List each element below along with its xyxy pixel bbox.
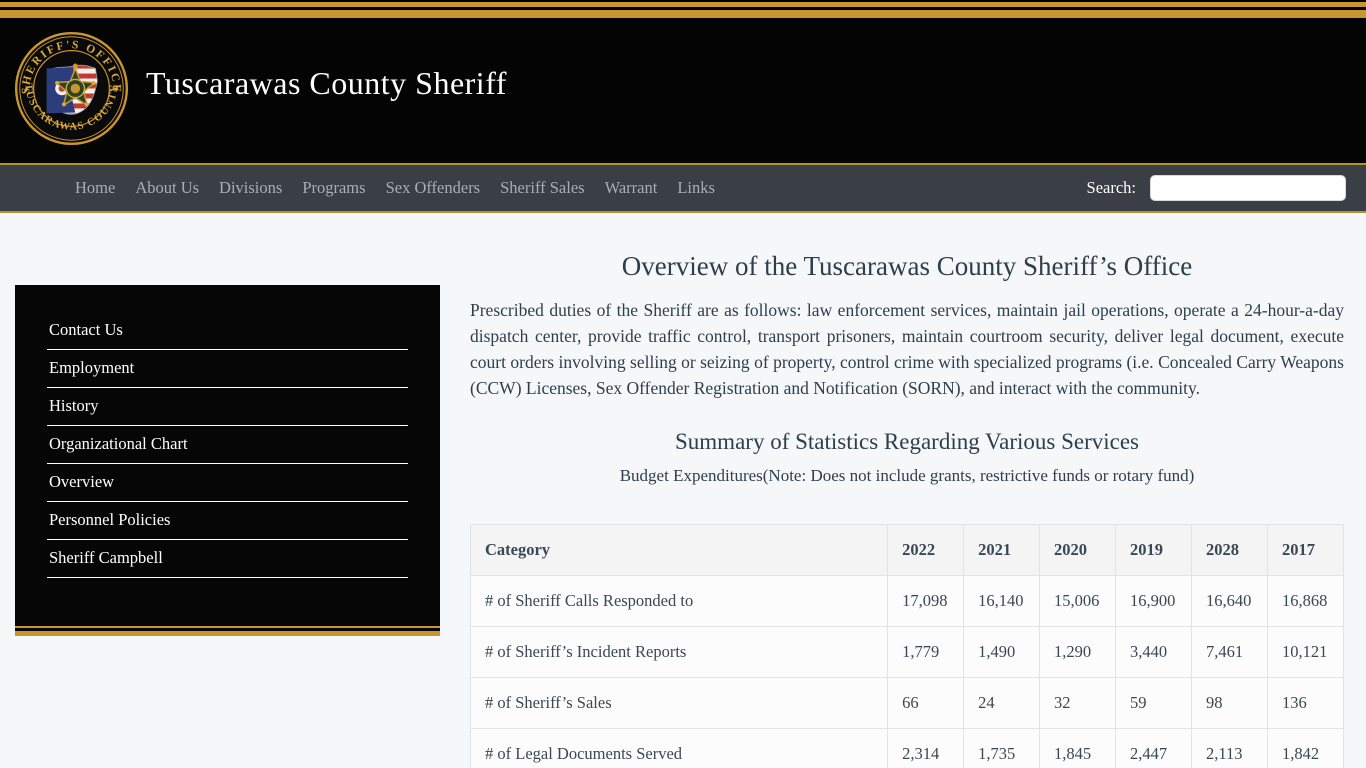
- nav-item-warrant[interactable]: Warrant: [604, 178, 658, 197]
- sidebar-menu: Contact Us Employment History Organizationa…: [15, 312, 440, 578]
- table-row: # of Sheriff’s Incident Reports 1,779 1,49…: [469, 626, 1344, 678]
- sidebar-item-overview[interactable]: Overview: [49, 472, 115, 491]
- table-header-year: 2017: [1267, 524, 1344, 576]
- sidebar-row: Sheriff Campbell: [47, 540, 408, 578]
- table-cell-value: 59: [1115, 677, 1193, 729]
- nav-item-programs[interactable]: Programs: [302, 178, 366, 197]
- sidebar-row: Employment: [47, 350, 408, 388]
- sidebar: Contact Us Employment History Organizationa…: [15, 285, 440, 636]
- content-area: Contact Us Employment History Organizationa…: [0, 251, 1366, 768]
- table-row: # of Legal Documents Served 2,314 1,735 1,8…: [469, 728, 1344, 768]
- table-cell-value: 1,842: [1267, 728, 1344, 768]
- main-column: Overview of the Tuscarawas County Sherif…: [469, 251, 1344, 768]
- table-header-category: Category: [469, 524, 889, 576]
- table-body: # of Sheriff Calls Responded to 17,098 16,…: [469, 575, 1344, 768]
- table-cell-value: 16,640: [1191, 575, 1268, 627]
- table-cell-category: # of Legal Documents Served: [469, 728, 889, 768]
- search-box: Search:: [1087, 175, 1346, 201]
- table-header-year: 2028: [1191, 524, 1268, 576]
- table-cell-category: # of Sheriff’s Incident Reports: [469, 626, 889, 678]
- table-cell-value: 16,140: [963, 575, 1041, 627]
- sidebar-row: Overview: [47, 464, 408, 502]
- table-cell-value: 7,461: [1191, 626, 1268, 678]
- table-header-year: 2019: [1115, 524, 1193, 576]
- table-header-year: 2022: [887, 524, 965, 576]
- table-cell-value: 2,447: [1115, 728, 1193, 768]
- sidebar-row: Contact Us: [47, 312, 408, 350]
- search-input[interactable]: [1150, 175, 1346, 201]
- site-title: Tuscarawas County Sheriff: [146, 65, 507, 101]
- masthead: SHERIFF'S OFFICE TUSCARAWAS COUNTY ✦ ✦ T…: [0, 18, 1366, 163]
- table-header-row: Category 2022 2021 2020 2019 2028 2017: [469, 524, 1344, 576]
- sidebar-item-history[interactable]: History: [49, 396, 99, 415]
- table-cell-value: 15,006: [1039, 575, 1117, 627]
- sidebar-row: Organizational Chart: [47, 426, 408, 464]
- nav-item-links[interactable]: Links: [677, 178, 715, 197]
- table-row: # of Sheriff’s Sales 66 24 32 59 98 136: [469, 677, 1344, 729]
- sidebar-gold-stripes: [15, 626, 440, 636]
- search-label: Search:: [1086, 178, 1136, 197]
- stats-subtitle: Budget Expenditures(Note: Does not inclu…: [619, 466, 1195, 485]
- table-cell-value: 10,121: [1267, 626, 1344, 678]
- table-cell-value: 2,113: [1191, 728, 1268, 768]
- table-row: # of Sheriff Calls Responded to 17,098 16,…: [469, 575, 1344, 627]
- table-header-year: 2020: [1039, 524, 1117, 576]
- table-cell-value: 32: [1039, 677, 1117, 729]
- badge-right-star-icon: ✦: [113, 84, 121, 94]
- table-cell-value: 98: [1191, 677, 1268, 729]
- table-cell-value: 3,440: [1115, 626, 1193, 678]
- table-cell-category: # of Sheriff’s Sales: [469, 677, 889, 729]
- nav-item-sex-offenders[interactable]: Sex Offenders: [385, 178, 481, 197]
- table-cell-value: 1,779: [887, 626, 965, 678]
- table-cell-value: 136: [1267, 677, 1344, 729]
- table-cell-value: 1,290: [1039, 626, 1117, 678]
- table-cell-value: 16,900: [1115, 575, 1193, 627]
- sidebar-item-contact-us[interactable]: Contact Us: [49, 320, 123, 339]
- page-title: Overview of the Tuscarawas County Sherif…: [621, 251, 1193, 281]
- table-cell-value: 24: [963, 677, 1041, 729]
- table-cell-value: 2,314: [887, 728, 965, 768]
- sidebar-item-sheriff-campbell[interactable]: Sheriff Campbell: [49, 548, 163, 567]
- stats-title: Summary of Statistics Regarding Various …: [675, 429, 1139, 454]
- stats-table: Category 2022 2021 2020 2019 2028 2017 # of Sh…: [469, 524, 1344, 768]
- sidebar-row: Personnel Policies: [47, 502, 408, 540]
- table-header-year: 2021: [963, 524, 1041, 576]
- table-cell-value: 1,490: [963, 626, 1041, 678]
- nav-item-home[interactable]: Home: [75, 178, 116, 197]
- sidebar-item-personnel-policies[interactable]: Personnel Policies: [49, 510, 171, 529]
- intro-paragraph: Prescribed duties of the Sheriff are as …: [470, 300, 1344, 398]
- top-gold-stripes: [0, 0, 1366, 18]
- sheriff-star-icon: [55, 63, 96, 107]
- nav-item-divisions[interactable]: Divisions: [219, 178, 283, 197]
- nav-item-about-us[interactable]: About Us: [135, 178, 200, 197]
- table-cell-category: # of Sheriff Calls Responded to: [469, 575, 889, 627]
- table-cell-value: 1,845: [1039, 728, 1117, 768]
- nav-links: Home About Us Divisions Programs Sex Offende…: [75, 178, 715, 198]
- table-cell-value: 16,868: [1267, 575, 1344, 627]
- sidebar-item-employment[interactable]: Employment: [49, 358, 135, 377]
- nav-item-sheriff-sales[interactable]: Sheriff Sales: [500, 178, 585, 197]
- sidebar-item-organizational-chart[interactable]: Organizational Chart: [49, 434, 188, 453]
- sheriff-badge-logo[interactable]: SHERIFF'S OFFICE TUSCARAWAS COUNTY ✦ ✦: [14, 31, 129, 146]
- table-cell-value: 1,735: [963, 728, 1041, 768]
- sidebar-row: History: [47, 388, 408, 426]
- badge-left-star-icon: ✦: [23, 84, 31, 94]
- table-cell-value: 17,098: [887, 575, 965, 627]
- table-cell-value: 66: [887, 677, 965, 729]
- main-nav: Home About Us Divisions Programs Sex Offende…: [0, 163, 1366, 213]
